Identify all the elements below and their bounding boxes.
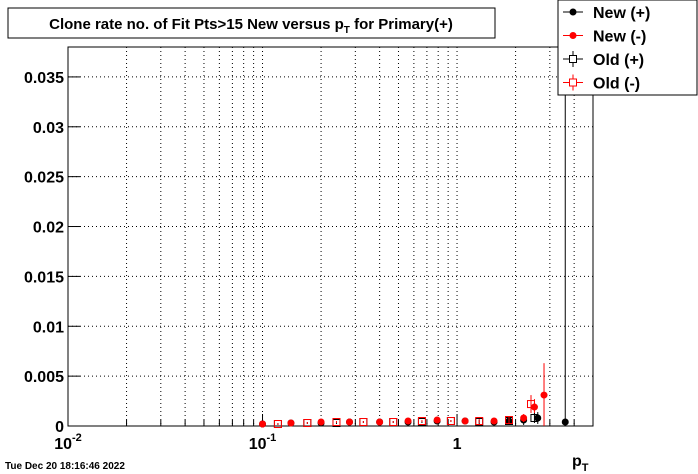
plot-frame bbox=[67, 46, 594, 427]
data-point bbox=[273, 420, 282, 429]
x-tick-exponent: -2 bbox=[72, 432, 82, 444]
data-point bbox=[345, 418, 353, 426]
title-text: Clone rate no. of Fit Pts>15 New versus … bbox=[49, 16, 344, 33]
data-point bbox=[526, 400, 535, 409]
data-point bbox=[417, 417, 426, 426]
data-point bbox=[287, 419, 295, 427]
title-text: for Primary(+) bbox=[350, 16, 453, 33]
data-point bbox=[376, 418, 384, 426]
data-point bbox=[490, 417, 498, 425]
y-tick-label: 0.03 bbox=[33, 120, 64, 137]
data-point bbox=[332, 418, 341, 427]
legend-label: Old (-) bbox=[593, 76, 640, 93]
x-tick-label: 10-2 bbox=[54, 432, 82, 453]
title-subscript: T bbox=[344, 25, 350, 36]
data-point bbox=[404, 417, 412, 425]
data-point bbox=[475, 417, 484, 426]
data-point bbox=[433, 416, 441, 424]
x-label-subscript: T bbox=[582, 462, 589, 474]
y-tick-label: 0.025 bbox=[24, 170, 64, 187]
legend-marker bbox=[569, 55, 577, 63]
y-tick-label: 0.005 bbox=[24, 369, 64, 386]
data-point bbox=[389, 418, 398, 427]
x-tick-label: 10-1 bbox=[249, 432, 277, 453]
data-point bbox=[461, 417, 469, 425]
x-label-text: p bbox=[572, 453, 582, 470]
title-box bbox=[7, 7, 496, 39]
data-point bbox=[259, 420, 267, 428]
x-tick-exponent: -1 bbox=[267, 432, 277, 444]
chart-title: Clone rate no. of Fit Pts>15 New versus … bbox=[49, 16, 453, 36]
legend-label: Old (+) bbox=[593, 52, 644, 69]
data-point bbox=[303, 419, 312, 428]
y-tick-label: 0.01 bbox=[33, 319, 64, 336]
data-point bbox=[317, 418, 325, 426]
legend-label: New (-) bbox=[593, 29, 646, 46]
legend-marker bbox=[569, 8, 577, 16]
legend-marker bbox=[569, 78, 577, 87]
x-tick-base: 10 bbox=[54, 436, 72, 453]
data-point bbox=[446, 417, 455, 426]
legend-box bbox=[557, 0, 698, 96]
y-tick-label: 0.02 bbox=[33, 220, 64, 237]
legend-label: New (+) bbox=[593, 5, 650, 22]
x-tick-base: 10 bbox=[249, 436, 267, 453]
data-point bbox=[530, 414, 539, 423]
data-point bbox=[540, 391, 548, 399]
data-point bbox=[359, 418, 368, 427]
data-point bbox=[520, 414, 528, 422]
x-tick-label: 1 bbox=[453, 436, 462, 453]
y-tick-label: 0.035 bbox=[24, 70, 64, 87]
y-tick-label: 0.015 bbox=[24, 269, 64, 286]
legend-marker bbox=[569, 32, 577, 39]
x-axis-label: pT bbox=[572, 453, 589, 474]
data-point bbox=[561, 418, 569, 426]
timestamp: Tue Dec 20 18:16:46 2022 bbox=[5, 461, 125, 472]
data-point bbox=[505, 416, 514, 425]
y-tick-label: 0 bbox=[55, 419, 64, 436]
